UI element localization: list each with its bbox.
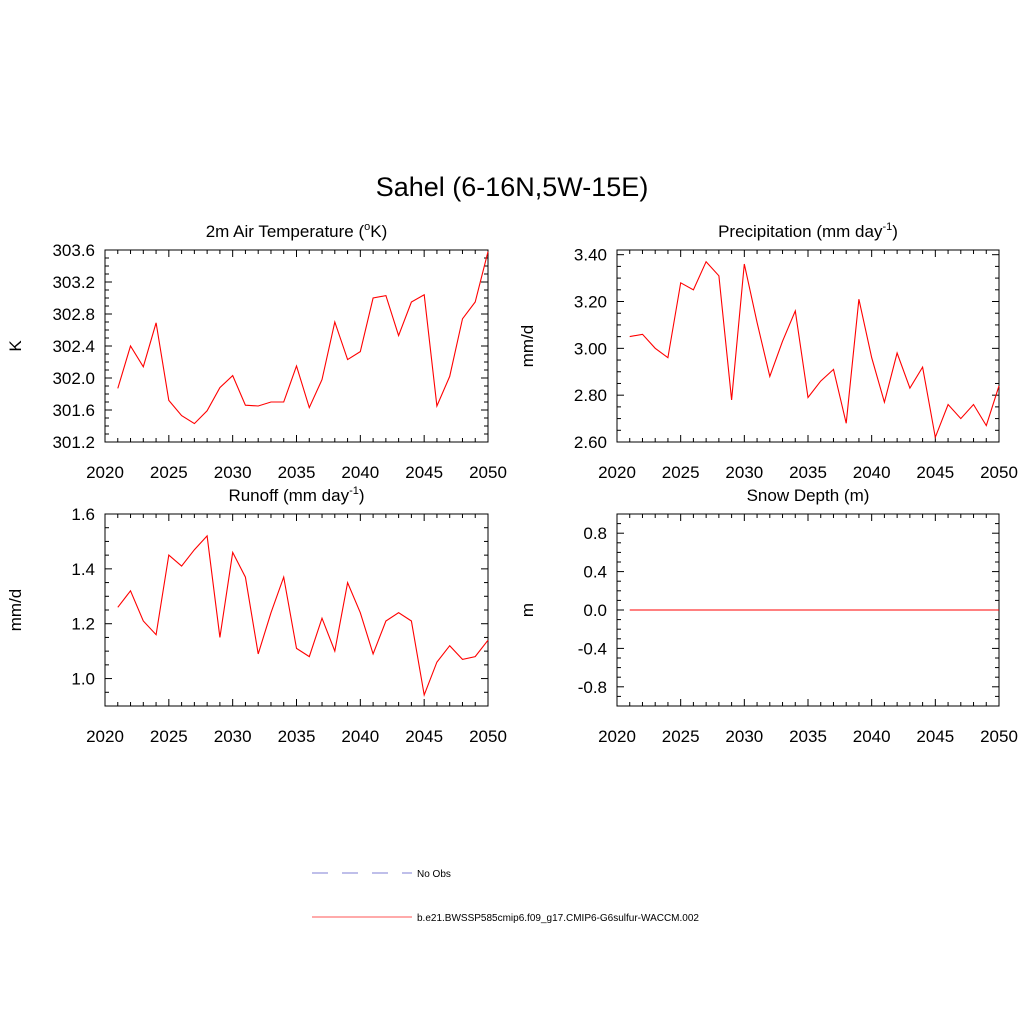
- y-axis-label: mm/d: [518, 325, 537, 368]
- y-axis-label: mm/d: [6, 589, 25, 632]
- panel-title: 2m Air Temperature (oK): [206, 221, 388, 241]
- y-tick-label: 301.2: [52, 433, 95, 452]
- series-line: [629, 260, 1000, 440]
- series-line: [117, 251, 489, 425]
- x-tick-label: 2030: [725, 463, 763, 482]
- y-tick-label: -0.4: [578, 639, 607, 658]
- y-tick-label: 0.4: [583, 563, 607, 582]
- y-tick-label: 0.8: [583, 524, 607, 543]
- y-tick-label: 1.4: [71, 560, 95, 579]
- y-axis-label: m: [518, 603, 537, 617]
- x-tick-label: 2020: [598, 463, 636, 482]
- x-tick-label: 2035: [789, 463, 827, 482]
- y-tick-label: 303.6: [52, 241, 95, 260]
- legend: No Obs b.e21.BWSSP585cmip6.f09_g17.CMIP6…: [312, 869, 699, 924]
- x-tick-label: 2050: [980, 727, 1018, 746]
- y-tick-label: 2.60: [574, 433, 607, 452]
- x-tick-label: 2050: [469, 727, 507, 746]
- y-tick-label: 303.2: [52, 273, 95, 292]
- y-tick-label: 302.4: [52, 337, 95, 356]
- y-tick-label: 1.2: [71, 615, 95, 634]
- panel-snow-depth-m: Snow Depth (m) m 2020 2025 2030 2035 2040 2045 2…: [518, 486, 1018, 746]
- chart-panels: 2m Air Temperature (oK) K 2020 2025 2030 2035…: [6, 221, 1018, 746]
- panel-title: Runoff (mm day-1): [228, 485, 364, 505]
- x-tick-label: 2020: [86, 463, 124, 482]
- x-tick-label: 2025: [662, 727, 700, 746]
- x-tick-label: 2045: [405, 727, 443, 746]
- x-tick-label: 2020: [86, 727, 124, 746]
- figure-title: Sahel (6-16N,5W-15E): [376, 172, 649, 202]
- x-tick-label: 2030: [214, 727, 252, 746]
- series-line: [117, 534, 489, 698]
- x-tick-label: 2040: [341, 463, 379, 482]
- x-tick-label: 2025: [662, 463, 700, 482]
- x-tick-label: 2040: [341, 727, 379, 746]
- x-tick-label: 2045: [916, 463, 954, 482]
- panel-title: Precipitation (mm day-1): [718, 221, 898, 241]
- x-tick-label: 2020: [598, 727, 636, 746]
- y-tick-label: 1.6: [71, 505, 95, 524]
- x-tick-label: 2050: [980, 463, 1018, 482]
- y-tick-label: 1.0: [71, 670, 95, 689]
- y-tick-label: 3.40: [574, 246, 607, 265]
- y-tick-label: 2.80: [574, 386, 607, 405]
- x-tick-label: 2045: [405, 463, 443, 482]
- x-tick-label: 2050: [469, 463, 507, 482]
- y-tick-label: 302.8: [52, 305, 95, 324]
- panel-2m-air-temperature-k: 2m Air Temperature (oK) K 2020 2025 2030 2035…: [6, 221, 507, 482]
- x-tick-label: 2030: [214, 463, 252, 482]
- y-tick-label: 301.6: [52, 401, 95, 420]
- x-tick-label: 2035: [278, 727, 316, 746]
- x-tick-label: 2025: [150, 727, 188, 746]
- y-axis-label: K: [6, 340, 25, 352]
- panel-title: Snow Depth (m): [747, 486, 870, 505]
- panel-precipitation-mm-day: Precipitation (mm day-1) mm/d 2020 2025 2030…: [518, 221, 1018, 482]
- y-tick-label: 302.0: [52, 369, 95, 388]
- x-tick-label: 2035: [789, 727, 827, 746]
- plot-frame: [616, 249, 1000, 443]
- x-tick-label: 2040: [853, 727, 891, 746]
- y-tick-label: 0.0: [583, 601, 607, 620]
- x-tick-label: 2025: [150, 463, 188, 482]
- y-tick-label: 3.00: [574, 339, 607, 358]
- x-tick-label: 2035: [278, 463, 316, 482]
- legend-label-no-obs: No Obs: [417, 869, 451, 880]
- panel-runoff-mm-day: Runoff (mm day-1) mm/d 2020 2025 2030 2035 204…: [6, 485, 507, 746]
- x-tick-label: 2030: [725, 727, 763, 746]
- y-tick-label: -0.8: [578, 678, 607, 697]
- y-tick-label: 3.20: [574, 293, 607, 312]
- legend-label-model: b.e21.BWSSP585cmip6.f09_g17.CMIP6-G6sulf…: [417, 913, 699, 924]
- x-tick-label: 2040: [853, 463, 891, 482]
- x-tick-label: 2045: [916, 727, 954, 746]
